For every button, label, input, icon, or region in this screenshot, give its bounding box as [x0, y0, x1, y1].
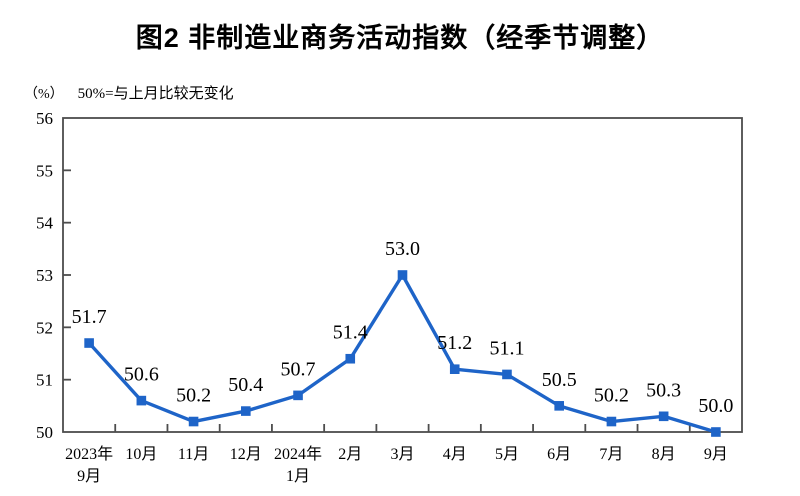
- data-point-label: 50.5: [542, 369, 577, 391]
- x-axis-tick-label: 6月: [547, 446, 571, 463]
- data-point-label: 50.2: [176, 385, 211, 407]
- data-point-marker: [345, 353, 356, 364]
- data-point-label: 50.2: [594, 385, 629, 407]
- y-axis-tick-label: 56: [36, 109, 53, 128]
- data-point-label: 53.0: [385, 238, 420, 260]
- x-axis-tick-label: 8月: [652, 446, 676, 463]
- data-point-marker: [188, 416, 199, 427]
- chart-title: 图2 非制造业商务活动指数（经季节调整）: [135, 23, 665, 53]
- data-point-marker: [502, 369, 512, 380]
- y-axis-tick-label: 55: [36, 161, 53, 180]
- data-point-label: 50.0: [698, 395, 733, 417]
- y-axis-tick-label: 50: [36, 423, 53, 442]
- y-axis-tick-label: 51: [36, 371, 53, 390]
- y-axis-unit-label: （%）: [24, 87, 64, 102]
- data-point-marker: [658, 411, 669, 422]
- data-point-label: 50.7: [281, 358, 316, 380]
- data-point-marker: [136, 395, 147, 406]
- data-point-marker: [711, 427, 721, 437]
- x-axis-tick-label: 2月: [338, 446, 362, 463]
- data-point-marker: [397, 270, 408, 280]
- x-axis-tick-label: 3月: [390, 446, 414, 463]
- x-axis-tick-label: 11月: [178, 446, 209, 463]
- data-point-marker: [606, 416, 617, 427]
- series-group: [84, 270, 721, 437]
- x-axis-tick-label: 10月: [125, 446, 157, 463]
- series-line: [87, 273, 717, 434]
- x-axis-tick-label: 12月: [230, 446, 262, 463]
- data-point-label: 50.6: [124, 364, 159, 386]
- x-axis-tick-label: 2023年: [65, 445, 113, 463]
- data-point-label: 51.4: [333, 322, 368, 344]
- data-point-label: 50.3: [646, 379, 681, 401]
- axis-labels-group: 50 51 52 53 54 55 56 2023年 9月 10月 11月 12月 2024年 1月 2月 3…: [36, 109, 728, 485]
- x-axis-tick-label: 2024年: [274, 445, 322, 463]
- data-labels-group: 51.7 50.6 50.2 50.4 50.7 51.4 53.0 51.2 51.1 50.5…: [72, 238, 734, 417]
- x-axis-tick-label: 1月: [286, 468, 310, 485]
- y-axis-tick-label: 52: [36, 318, 53, 337]
- data-point-marker: [293, 390, 303, 401]
- y-axis-tick-label: 53: [36, 266, 53, 285]
- axis-note-row: （%） 50%=与上月比较无变化: [24, 82, 234, 103]
- x-axis-tick-label: 7月: [599, 446, 623, 463]
- axis-ticks-group: [63, 169, 691, 432]
- data-point-marker: [84, 338, 94, 348]
- x-axis-tick-label: 9月: [77, 468, 101, 485]
- x-axis-tick-label: 5月: [495, 446, 519, 463]
- data-point-label: 51.2: [437, 332, 472, 354]
- data-point-label: 51.1: [489, 337, 524, 359]
- data-point-marker: [449, 364, 460, 374]
- data-point-marker: [241, 406, 251, 416]
- x-axis-tick-label: 4月: [443, 446, 467, 463]
- data-point-label: 50.4: [228, 374, 263, 396]
- x-axis-tick-label: 9月: [704, 446, 728, 463]
- y-axis-tick-label: 54: [36, 214, 54, 233]
- data-point-marker: [554, 401, 564, 411]
- reference-note: 50%=与上月比较无变化: [77, 86, 234, 102]
- data-point-label: 51.7: [72, 306, 107, 328]
